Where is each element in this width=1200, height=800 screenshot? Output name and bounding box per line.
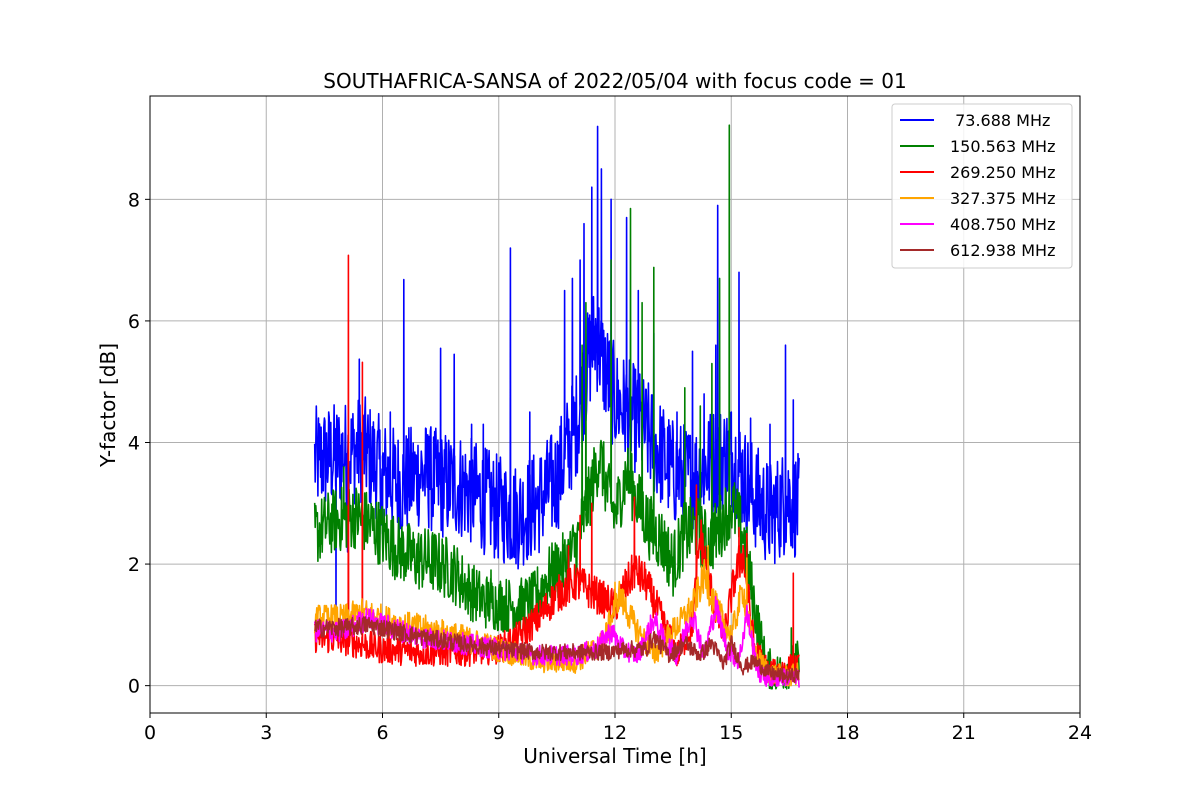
y-tick-label: 0 [128, 676, 140, 698]
legend-label-1: 150.563 MHz [950, 137, 1055, 156]
x-tick-label: 24 [1068, 722, 1092, 744]
x-tick-label: 0 [144, 722, 156, 744]
y-tick-label: 8 [128, 189, 140, 211]
x-ticks: 0 3 6 9 12 15 18 21 24 [144, 713, 1092, 744]
x-tick-label: 3 [260, 722, 272, 744]
series-layer [313, 124, 800, 690]
legend-box [891, 103, 1073, 269]
legend: 73.688 MHz 150.563 MHz 269.250 MHz 327.375 … [891, 103, 1073, 269]
x-tick-label: 18 [835, 722, 859, 744]
legend-label-4: 408.750 MHz [950, 215, 1055, 234]
y-axis-label: Y-factor [dB] [96, 343, 120, 468]
series-line-0 [313, 125, 800, 614]
y-tick-label: 4 [128, 432, 140, 454]
x-tick-label: 12 [603, 722, 627, 744]
y-ticks: 0 2 4 6 8 [128, 189, 150, 698]
x-axis-label: Universal Time [h] [523, 744, 706, 768]
series-line-3 [313, 545, 800, 687]
x-tick-label: 21 [952, 722, 976, 744]
series-line-5 [314, 616, 800, 684]
x-tick-label: 9 [493, 722, 505, 744]
legend-label-2: 269.250 MHz [950, 163, 1055, 182]
legend-label-3: 327.375 MHz [950, 189, 1055, 208]
x-tick-label: 6 [376, 722, 388, 744]
y-tick-label: 6 [128, 311, 140, 333]
series-line-1 [313, 124, 800, 690]
legend-label-0: 73.688 MHz [950, 111, 1050, 130]
legend-label-5: 612.938 MHz [950, 241, 1055, 260]
x-tick-label: 15 [719, 722, 743, 744]
y-tick-label: 2 [128, 554, 140, 576]
series-line-4 [313, 595, 800, 688]
chart-title: SOUTHAFRICA-SANSA of 2022/05/04 with foc… [323, 69, 907, 93]
plot-area [313, 124, 800, 690]
